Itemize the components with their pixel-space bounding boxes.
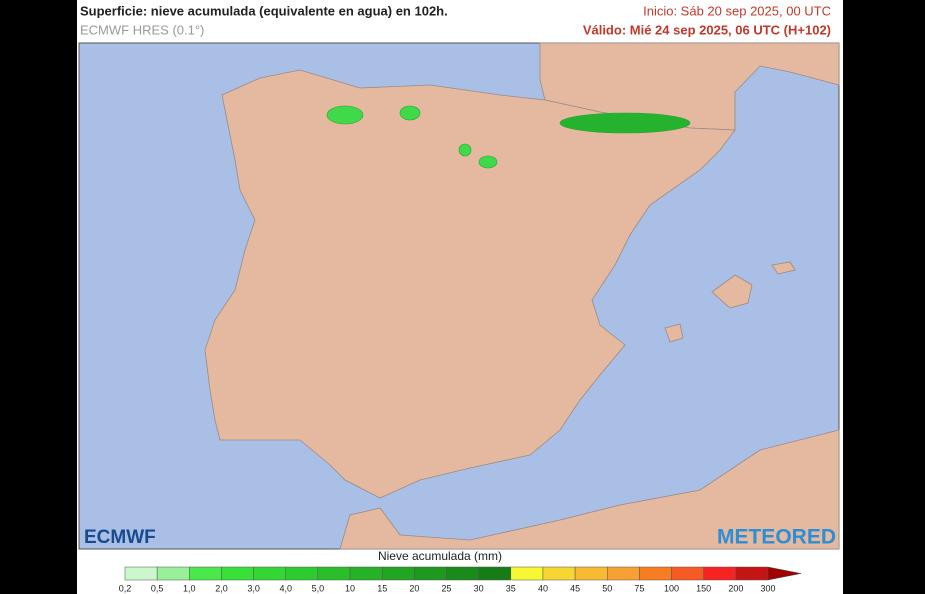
colorbar-swatch [735, 566, 769, 581]
start-time: Inicio: Sáb 20 sep 2025, 00 UTC [643, 3, 831, 18]
colorbar-swatch [124, 566, 158, 581]
menorca [771, 261, 796, 275]
valid-time: Válido: Mié 24 sep 2025, 06 UTC (H+102) [583, 22, 831, 37]
ecmwf-logo: ECMWF [84, 527, 156, 548]
snow-area [559, 112, 691, 134]
colorbar-arrow [767, 566, 802, 581]
model: ECMWF HRES (0.1°) [80, 22, 204, 37]
colorbar-label: 30 [474, 583, 484, 593]
colorbar-swatch [317, 566, 351, 581]
colorbar-swatch [221, 566, 254, 581]
colorbar-label: 25 [441, 583, 451, 593]
colorbar-swatch [156, 566, 190, 581]
colorbar-label: 4,0 [279, 583, 292, 593]
colorbar-swatch [478, 566, 512, 581]
france [539, 42, 840, 131]
ibiza [664, 323, 684, 343]
snow-area [326, 105, 364, 125]
colorbar-label: 35 [506, 583, 516, 593]
snow-area [458, 143, 472, 157]
colorbar-label: 300 [760, 583, 775, 593]
snow-area [399, 105, 421, 121]
colorbar-label: 15 [377, 583, 387, 593]
snow-areas [326, 105, 691, 169]
colorbar-label: 20 [409, 583, 419, 593]
colorbar: 0,2 0,5 1,0 2,0 3,0 4,0 5,0 10 15 20 25 30 35 40 45 50 7… [119, 566, 802, 593]
colorbar-label: 5,0 [312, 583, 325, 593]
colorbar-swatch [607, 566, 640, 581]
colorbar-label: 40 [538, 583, 548, 593]
title: Superficie: nieve acumulada (equivalente… [80, 3, 448, 18]
colorbar-swatch [574, 566, 608, 581]
colorbar-swatch [349, 566, 383, 581]
colorbar-swatch [253, 566, 287, 581]
map [78, 42, 840, 550]
colorbar-label: 200 [728, 583, 743, 593]
africa [339, 429, 840, 550]
colorbar-label: 2,0 [215, 583, 228, 593]
colorbar-swatch [639, 566, 672, 581]
colorbar-swatch [510, 566, 544, 581]
colorbar-swatch [189, 566, 222, 581]
colorbar-swatch [381, 566, 415, 581]
colorbar-label: 50 [602, 583, 612, 593]
colorbar-swatch [414, 566, 447, 581]
colorbar-swatch [671, 566, 704, 581]
mallorca [711, 274, 753, 309]
colorbar-label: 0,2 [119, 583, 132, 593]
legend-title: Nieve acumulada (mm) [378, 549, 502, 563]
colorbar-label: 75 [634, 583, 644, 593]
colorbar-label: 0,5 [151, 583, 164, 593]
colorbar-label: 150 [696, 583, 711, 593]
colorbar-label: 10 [345, 583, 355, 593]
colorbar-swatch [703, 566, 737, 581]
meteored-logo: METEORED [717, 526, 836, 549]
colorbar-swatch [285, 566, 319, 581]
iberia [204, 69, 736, 499]
colorbar-label: 100 [664, 583, 679, 593]
colorbar-swatch [446, 566, 479, 581]
colorbar-swatch [542, 566, 576, 581]
colorbar-label: 3,0 [247, 583, 260, 593]
snow-area [478, 155, 498, 169]
colorbar-label: 1,0 [183, 583, 196, 593]
colorbar-label: 45 [570, 583, 580, 593]
